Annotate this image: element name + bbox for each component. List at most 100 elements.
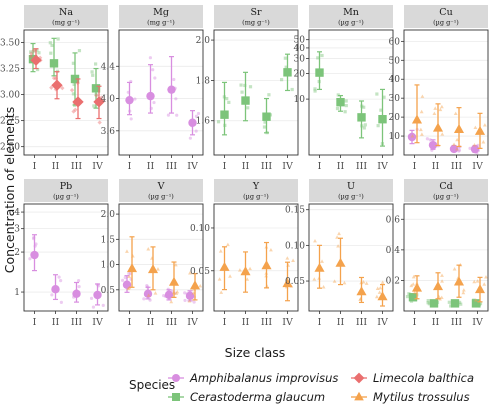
x-tick-label: I (318, 161, 322, 172)
raw-point (73, 107, 78, 112)
mean-point (70, 74, 80, 84)
raw-point (433, 106, 438, 110)
y-tick-label: 1 (14, 288, 20, 298)
y-tick-label: 1.5 (101, 235, 116, 245)
raw-point (473, 125, 478, 130)
panel-border (23, 29, 109, 156)
raw-point (283, 56, 287, 60)
raw-point (419, 109, 424, 114)
raw-point (320, 53, 324, 58)
legend-title: Species (129, 378, 175, 392)
raw-point (461, 290, 466, 295)
x-tick-label: II (337, 317, 345, 328)
raw-point (405, 295, 410, 299)
y-tick-label: 3.00 (0, 91, 20, 101)
mean-point (125, 95, 134, 105)
raw-point (194, 129, 198, 133)
raw-point (133, 97, 137, 101)
legend-label: Mytilus trossulus (373, 390, 470, 404)
raw-point (71, 109, 76, 114)
x-tick-label: IV (282, 161, 293, 172)
raw-point (438, 107, 443, 112)
raw-point (216, 120, 221, 124)
raw-point (121, 278, 125, 282)
raw-point (362, 126, 366, 130)
raw-point (126, 286, 131, 291)
raw-point (279, 78, 284, 82)
mean-point (408, 293, 418, 302)
raw-point (449, 304, 453, 308)
mean-point (453, 123, 465, 134)
raw-point (218, 249, 223, 253)
raw-point (57, 275, 61, 279)
raw-point (379, 108, 383, 112)
raw-point (127, 285, 132, 290)
x-tick-label: IV (377, 317, 388, 328)
panel-border (118, 29, 204, 156)
raw-point (263, 120, 267, 124)
x-tick-label: IV (377, 161, 388, 172)
mean-point (93, 290, 102, 300)
strip-unit-label: (µg g⁻¹) (433, 193, 459, 201)
panel-border (403, 29, 489, 156)
raw-point (461, 288, 466, 292)
y-tick-label: 0.05 (285, 277, 305, 287)
strip-element-label: V (157, 181, 165, 192)
x-tick-label: III (261, 161, 273, 172)
panels-layer: Na(mg g⁻¹)2.502.753.003.253.50I II III IVMg… (0, 5, 489, 328)
mean-point (377, 291, 388, 301)
y-tick-label: 20 (294, 70, 306, 80)
raw-point (291, 258, 295, 262)
raw-point (440, 279, 444, 283)
raw-point (336, 93, 340, 97)
raw-point (382, 95, 386, 99)
raw-point (361, 280, 366, 284)
y-tick-label: 10 (294, 95, 306, 105)
x-tick-label: III (71, 317, 83, 328)
raw-point (447, 300, 451, 304)
y-tick-label: 0.15 (285, 206, 305, 216)
x-tick-label: III (356, 161, 368, 172)
strip-unit-label: (µg g⁻¹) (433, 19, 459, 27)
raw-point (196, 111, 201, 116)
raw-point (452, 142, 456, 146)
y-tick-label: 0.10 (285, 241, 305, 251)
strip-unit-label: (µg g⁻¹) (148, 193, 174, 201)
raw-point (50, 293, 54, 297)
strip-background (404, 179, 488, 202)
raw-point (49, 85, 54, 90)
raw-point (245, 277, 250, 281)
raw-point (362, 105, 366, 109)
x-tick-label: III (451, 161, 463, 172)
raw-point (376, 124, 380, 128)
raw-point (344, 99, 348, 103)
y-tick-label: 2.50 (0, 143, 20, 153)
x-tick-label: II (432, 317, 440, 328)
mean-point (49, 59, 59, 68)
raw-point (418, 127, 423, 132)
mean-point (189, 280, 201, 290)
mean-point (411, 282, 423, 292)
raw-point (148, 56, 153, 60)
y-tick-label: 3.50 (0, 39, 20, 49)
raw-point (217, 277, 222, 281)
raw-point (313, 238, 317, 243)
strip-unit-label: (µg g⁻¹) (338, 19, 364, 27)
raw-point (240, 90, 244, 94)
legend-label: Cerastoderma glaucum (190, 390, 325, 404)
raw-point (375, 92, 379, 96)
x-tick-label: II (242, 317, 250, 328)
raw-point (410, 134, 415, 138)
raw-point (151, 68, 155, 72)
strip-element-label: Cd (439, 181, 452, 192)
raw-point (29, 51, 34, 56)
raw-point (285, 256, 290, 260)
mean-point (220, 110, 229, 119)
mean-point (411, 114, 423, 124)
raw-point (420, 94, 425, 98)
strip-unit-label: (µg g⁻¹) (243, 193, 269, 201)
mean-point (30, 250, 39, 260)
x-tick-label: II (337, 161, 345, 172)
y-tick-label: 10 (389, 132, 401, 142)
raw-point (455, 137, 460, 142)
